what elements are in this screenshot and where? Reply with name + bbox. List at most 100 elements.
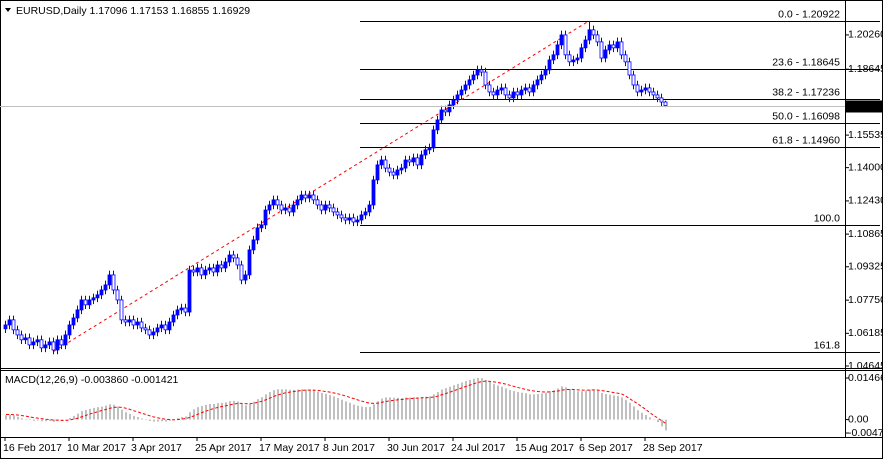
candle-body	[463, 84, 468, 91]
candle-body	[339, 214, 344, 219]
macd-bar	[217, 403, 219, 420]
candle-body	[551, 54, 556, 61]
macd-bar	[389, 397, 391, 420]
macd-bar	[29, 419, 31, 421]
candle-body	[503, 87, 508, 96]
macd-bar	[629, 402, 631, 420]
macd-bar	[529, 394, 531, 420]
y-tick-label: 1.14000	[848, 161, 883, 173]
macd-bar	[365, 407, 367, 420]
macd-bar	[205, 404, 207, 420]
macd-bar	[429, 396, 431, 420]
candle-body	[591, 29, 596, 36]
macd-bar	[265, 394, 267, 420]
macd-bar	[469, 379, 471, 420]
y-tick-label: 1.07750	[848, 294, 883, 306]
macd-bar	[133, 415, 135, 420]
macd-bar	[393, 397, 395, 420]
macd-bar	[417, 397, 419, 420]
macd-bar	[545, 392, 547, 420]
candle-body	[119, 299, 124, 321]
candle-body	[367, 204, 372, 213]
macd-bar	[249, 403, 251, 420]
candle-body	[651, 91, 656, 96]
candle-body	[355, 219, 360, 223]
fib-label: 38.2 - 1.17236	[772, 86, 840, 98]
candle-body	[479, 69, 484, 73]
macd-bar	[109, 404, 111, 420]
candle-body	[419, 154, 424, 166]
candle-body	[263, 209, 268, 226]
macd-bar	[253, 401, 255, 420]
macd-bar	[385, 397, 387, 420]
macd-bar	[445, 388, 447, 420]
candle-body	[623, 54, 628, 63]
candle-body	[535, 79, 540, 86]
candle-body	[371, 179, 376, 206]
macd-bar	[185, 416, 187, 420]
current-price-label: 1.16929	[848, 100, 883, 112]
macd-bar	[273, 390, 275, 420]
fib-label: 161.8	[814, 339, 840, 351]
candle-body	[299, 194, 304, 201]
macd-bar	[457, 383, 459, 420]
candle-body	[51, 341, 56, 351]
macd-bar	[193, 409, 195, 420]
macd-bar	[501, 386, 503, 420]
candle-body	[35, 339, 40, 343]
macd-bar	[641, 412, 643, 420]
candle-body	[271, 199, 276, 206]
macd-bar	[521, 392, 523, 420]
candle-body	[187, 269, 192, 313]
macd-bar	[593, 389, 595, 420]
candle-body	[159, 324, 164, 329]
candle-body	[423, 149, 428, 156]
macd-bar	[473, 378, 475, 420]
candle-body	[279, 204, 284, 211]
macd-value: -0.003860	[81, 374, 128, 386]
candle-body	[223, 261, 228, 269]
candle-body	[75, 309, 80, 319]
x-tick-label: 24 Jul 2017	[451, 442, 505, 454]
candle-body	[39, 339, 44, 349]
candle-body	[107, 274, 112, 286]
macd-bar	[561, 386, 563, 420]
candle-body	[387, 167, 392, 173]
macd-bar	[281, 389, 283, 420]
macd-bar	[261, 397, 263, 420]
candle-body	[455, 94, 460, 101]
macd-bar	[625, 399, 627, 420]
macd-bar	[45, 419, 47, 422]
candle-body	[543, 69, 548, 76]
macd-bar	[605, 394, 607, 420]
candle-body	[447, 104, 452, 113]
macd-bar	[85, 409, 87, 420]
macd-bar	[441, 389, 443, 420]
macd-bar	[425, 396, 427, 420]
candle-body	[283, 207, 288, 211]
macd-bar	[357, 405, 359, 420]
macd-bar	[325, 393, 327, 420]
fib-trendline	[52, 20, 590, 353]
macd-bar	[121, 409, 123, 420]
macd-bar	[213, 404, 215, 420]
candle-body	[191, 269, 196, 273]
candle-body	[475, 69, 480, 76]
x-tick-label: 8 Jun 2017	[323, 442, 375, 454]
candle-body	[331, 207, 336, 213]
macd-bar	[77, 413, 79, 420]
candle-body	[259, 224, 264, 229]
macd-bar	[665, 419, 667, 431]
macd-bar	[377, 401, 379, 420]
candle-body	[143, 327, 148, 331]
y-tick-label: 0.014669	[848, 372, 883, 384]
macd-bar	[609, 394, 611, 420]
candle-body	[99, 289, 104, 296]
candle-body	[631, 74, 636, 86]
x-tick-label: 6 Sep 2017	[579, 442, 633, 454]
chart-title: EURUSD,Daily 1.17096 1.17153 1.16855 1.1…	[16, 5, 250, 17]
high-value: 1.17153	[130, 5, 168, 17]
